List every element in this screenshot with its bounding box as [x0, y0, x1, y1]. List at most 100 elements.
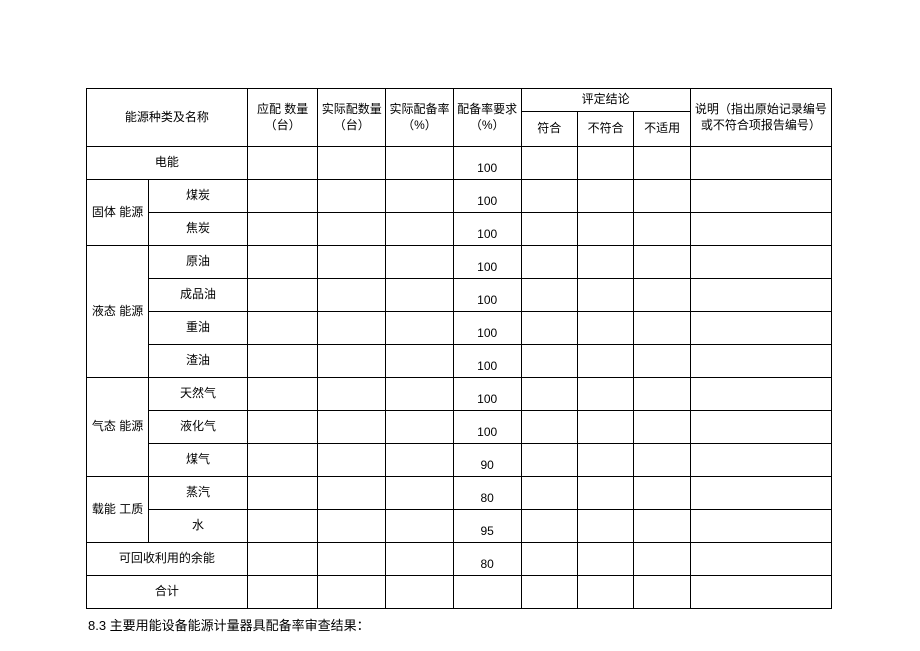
cell-empty: [690, 477, 831, 510]
cell-empty: [247, 510, 318, 543]
cell-empty: [521, 279, 577, 312]
cell-empty: [318, 345, 386, 378]
cell-empty: [386, 543, 454, 576]
row-label: 煤气: [149, 444, 248, 477]
hdr-category: 能源种类及名称: [87, 89, 248, 147]
cell-empty: [247, 147, 318, 180]
cell-empty: [690, 444, 831, 477]
cell-empty: [247, 180, 318, 213]
cell-empty: [247, 213, 318, 246]
cell-empty: [318, 246, 386, 279]
cell-empty: [386, 246, 454, 279]
cell-empty: [318, 312, 386, 345]
cell-empty: [634, 279, 690, 312]
cell-empty: [247, 279, 318, 312]
cell-empty: [247, 444, 318, 477]
cell-empty: [577, 378, 633, 411]
cell-req: 100: [453, 213, 521, 246]
cell-req: 100: [453, 246, 521, 279]
hdr-conform: 符合: [521, 112, 577, 147]
table-row: 水 95: [87, 510, 832, 543]
cell-empty: [386, 444, 454, 477]
page-container: 能源种类及名称 应配 数量 （台） 实际配数量 （台） 实际配备率 （%） 配备…: [0, 0, 920, 634]
hdr-required-qty: 应配 数量 （台）: [247, 89, 318, 147]
cell-req: 90: [453, 444, 521, 477]
cell-empty: [247, 378, 318, 411]
cell-empty: [386, 345, 454, 378]
cell-empty: [521, 312, 577, 345]
row-label: 原油: [149, 246, 248, 279]
cell-empty: [690, 147, 831, 180]
cell-empty: [521, 411, 577, 444]
hdr-conclusion: 评定结论: [521, 89, 690, 112]
table-row: 煤气 90: [87, 444, 832, 477]
cell-empty: [634, 312, 690, 345]
table-row: 合计: [87, 576, 832, 609]
cell-empty: [634, 477, 690, 510]
table-row: 液态 能源 原油 100: [87, 246, 832, 279]
cell-empty: [318, 378, 386, 411]
cell-empty: [577, 444, 633, 477]
cell-empty: [690, 543, 831, 576]
hdr-nonconform: 不符合: [577, 112, 633, 147]
table-row: 电能 100: [87, 147, 832, 180]
row-label: 焦炭: [149, 213, 248, 246]
cell-empty: [386, 576, 454, 609]
cell-empty: [386, 213, 454, 246]
energy-table: 能源种类及名称 应配 数量 （台） 实际配数量 （台） 实际配备率 （%） 配备…: [86, 88, 832, 609]
cell-empty: [247, 543, 318, 576]
row-label: 渣油: [149, 345, 248, 378]
cell-empty: [521, 246, 577, 279]
cell-empty: [521, 510, 577, 543]
cell-empty: [634, 576, 690, 609]
cell-empty: [521, 345, 577, 378]
table-row: 载能 工质 蒸汽 80: [87, 477, 832, 510]
cell-empty: [386, 510, 454, 543]
cell-empty: [577, 180, 633, 213]
cell-empty: [690, 378, 831, 411]
cell-empty: [318, 543, 386, 576]
cell-empty: [386, 180, 454, 213]
cell-empty: [690, 213, 831, 246]
cell-req: [453, 576, 521, 609]
cell-req: 80: [453, 543, 521, 576]
table-row: 渣油 100: [87, 345, 832, 378]
cell-empty: [634, 411, 690, 444]
cell-empty: [634, 378, 690, 411]
row-label: 成品油: [149, 279, 248, 312]
cell-empty: [521, 213, 577, 246]
cell-empty: [690, 345, 831, 378]
group-label: 固体 能源: [87, 180, 149, 246]
row-label: 合计: [87, 576, 248, 609]
cell-empty: [577, 213, 633, 246]
table-row: 成品油 100: [87, 279, 832, 312]
cell-empty: [521, 543, 577, 576]
cell-empty: [634, 345, 690, 378]
cell-req: 80: [453, 477, 521, 510]
cell-empty: [634, 147, 690, 180]
cell-empty: [690, 279, 831, 312]
cell-empty: [318, 444, 386, 477]
row-label: 液化气: [149, 411, 248, 444]
cell-req: 100: [453, 312, 521, 345]
cell-empty: [247, 246, 318, 279]
row-label: 重油: [149, 312, 248, 345]
cell-req: 100: [453, 279, 521, 312]
row-label: 天然气: [149, 378, 248, 411]
cell-empty: [386, 279, 454, 312]
cell-req: 100: [453, 411, 521, 444]
cell-empty: [521, 147, 577, 180]
cell-empty: [690, 411, 831, 444]
cell-empty: [577, 510, 633, 543]
cell-empty: [577, 576, 633, 609]
cell-empty: [577, 246, 633, 279]
cell-empty: [247, 312, 318, 345]
cell-empty: [318, 279, 386, 312]
cell-empty: [634, 444, 690, 477]
table-row: 气态 能源 天然气 100: [87, 378, 832, 411]
cell-empty: [521, 477, 577, 510]
cell-empty: [577, 279, 633, 312]
cell-req: 100: [453, 345, 521, 378]
cell-empty: [577, 543, 633, 576]
cell-empty: [577, 411, 633, 444]
